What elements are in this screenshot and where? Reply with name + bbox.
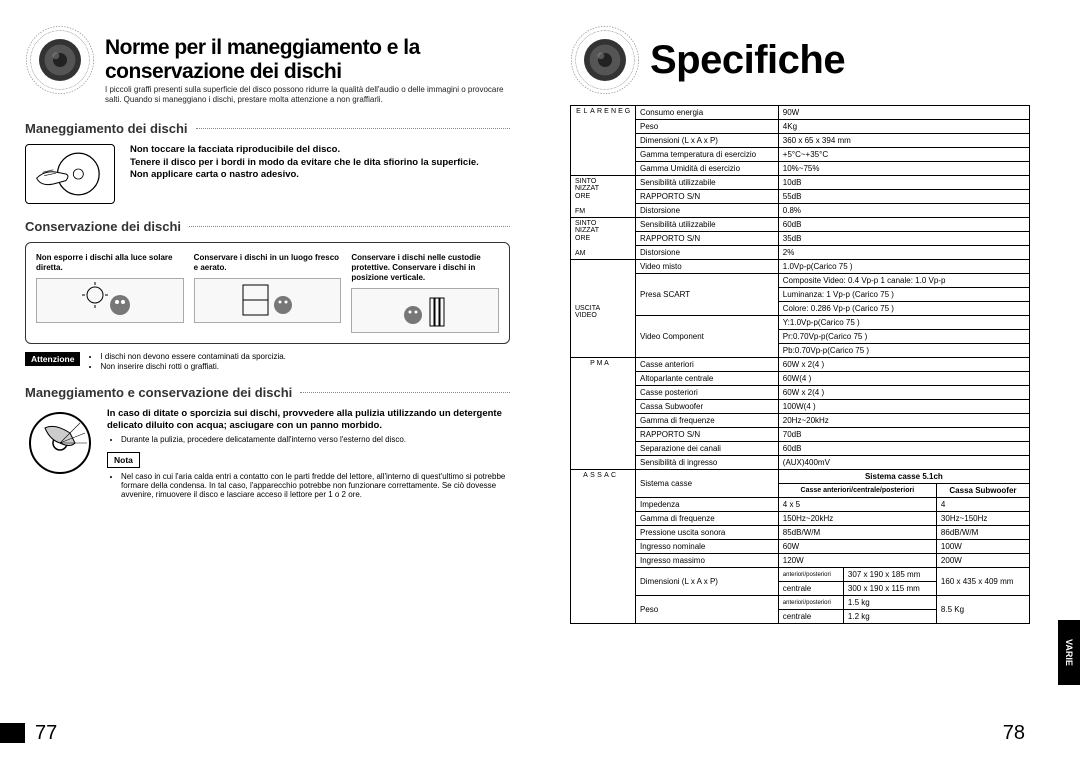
cool-place-icon [194, 278, 342, 323]
page-title: Norme per il maneggiamento e la conserva… [105, 36, 510, 84]
attention-note: Attenzione I dischi non devono essere co… [25, 352, 510, 373]
nota-text: Nel caso in cui l'aria calda entri a con… [121, 472, 510, 499]
section-1-title: Maneggiamento dei dischi [25, 121, 510, 136]
cleaning-main-text: In caso di ditate o sporcizia sui dischi… [107, 408, 510, 434]
cat-amp: AMP [571, 358, 636, 470]
speaker-icon [25, 25, 95, 95]
handling-list: Non toccare la facciata riproducibile de… [130, 144, 479, 182]
cat-sinto-fm: SINTONIZZATOREFM [571, 176, 636, 218]
side-tab: VARIE [1058, 620, 1080, 685]
page-number: 77 [35, 722, 57, 745]
handling-row: Non toccare la facciata riproducibile de… [25, 144, 510, 204]
cleaning-row: In caso di ditate o sporcizia sui dischi… [25, 408, 510, 500]
right-page: Specifiche GENERALE Consumo energia90W P… [540, 0, 1080, 763]
cat-uscita-video: USCITAVIDEO [571, 260, 636, 358]
storage-col-3-text: Conservare i dischi nelle custodie prote… [351, 253, 499, 283]
vertical-case-icon [351, 288, 499, 333]
header: Specifiche [570, 25, 1030, 95]
cat-generale: GENERALE [571, 106, 636, 176]
cat-cassa: CASSA [571, 470, 636, 624]
section-3-title: Maneggiamento e conservazione dei dischi [25, 385, 510, 400]
storage-col-2-text: Conservare i dischi in un luogo fresco e… [194, 253, 342, 273]
storage-col-1-text: Non esporre i dischi alla luce solare di… [36, 253, 184, 273]
sun-icon [36, 278, 184, 323]
section-2-title: Conservazione dei dischi [25, 219, 510, 234]
storage-box: Non esporre i dischi alla luce solare di… [25, 242, 510, 344]
intro-text: I piccoli graffi presenti sulla superfic… [105, 85, 510, 106]
page-number: 78 [1003, 722, 1025, 745]
cleaning-disc-icon [25, 408, 95, 478]
spec-table: GENERALE Consumo energia90W Peso4Kg Dime… [570, 105, 1030, 624]
edge-tab [0, 723, 25, 743]
nota-badge: Nota [107, 452, 140, 468]
page-title: Specifiche [650, 38, 845, 83]
attention-badge: Attenzione [25, 352, 80, 366]
hand-disc-icon [25, 144, 115, 204]
left-page: Norme per il maneggiamento e la conserva… [0, 0, 540, 763]
cat-sinto-am: SINTONIZZATOREAM [571, 218, 636, 260]
speaker-icon [570, 25, 640, 95]
cleaning-sub-text: Durante la pulizia, procedere delicatame… [121, 435, 510, 444]
